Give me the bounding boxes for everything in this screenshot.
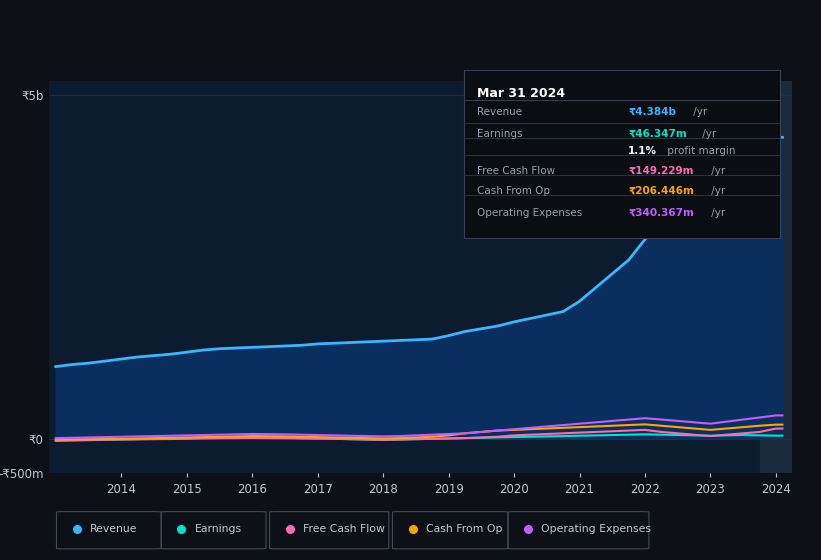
Text: /yr: /yr [708,208,725,218]
Text: Free Cash Flow: Free Cash Flow [303,524,385,534]
Text: Revenue: Revenue [89,524,137,534]
Text: profit margin: profit margin [663,146,735,156]
Bar [759,81,792,473]
Text: ₹149.229m: ₹149.229m [628,166,694,176]
Text: Operating Expenses: Operating Expenses [476,208,582,218]
Text: /yr: /yr [699,129,716,139]
Text: 1.1%: 1.1% [628,146,658,156]
Text: Cash From Op: Cash From Op [476,186,549,196]
Text: Earnings: Earnings [476,129,522,139]
Text: ₹4.384b: ₹4.384b [628,107,677,117]
Text: ₹46.347m: ₹46.347m [628,129,687,139]
Text: Cash From Op: Cash From Op [425,524,502,534]
Text: Revenue: Revenue [476,107,521,117]
Text: ₹340.367m: ₹340.367m [628,208,694,218]
Text: ₹206.446m: ₹206.446m [628,186,694,196]
Text: Free Cash Flow: Free Cash Flow [476,166,555,176]
Text: Mar 31 2024: Mar 31 2024 [476,87,565,100]
Text: /yr: /yr [708,166,725,176]
Text: /yr: /yr [690,107,708,117]
Text: /yr: /yr [708,186,725,196]
Text: Earnings: Earnings [195,524,241,534]
Text: Operating Expenses: Operating Expenses [541,524,651,534]
